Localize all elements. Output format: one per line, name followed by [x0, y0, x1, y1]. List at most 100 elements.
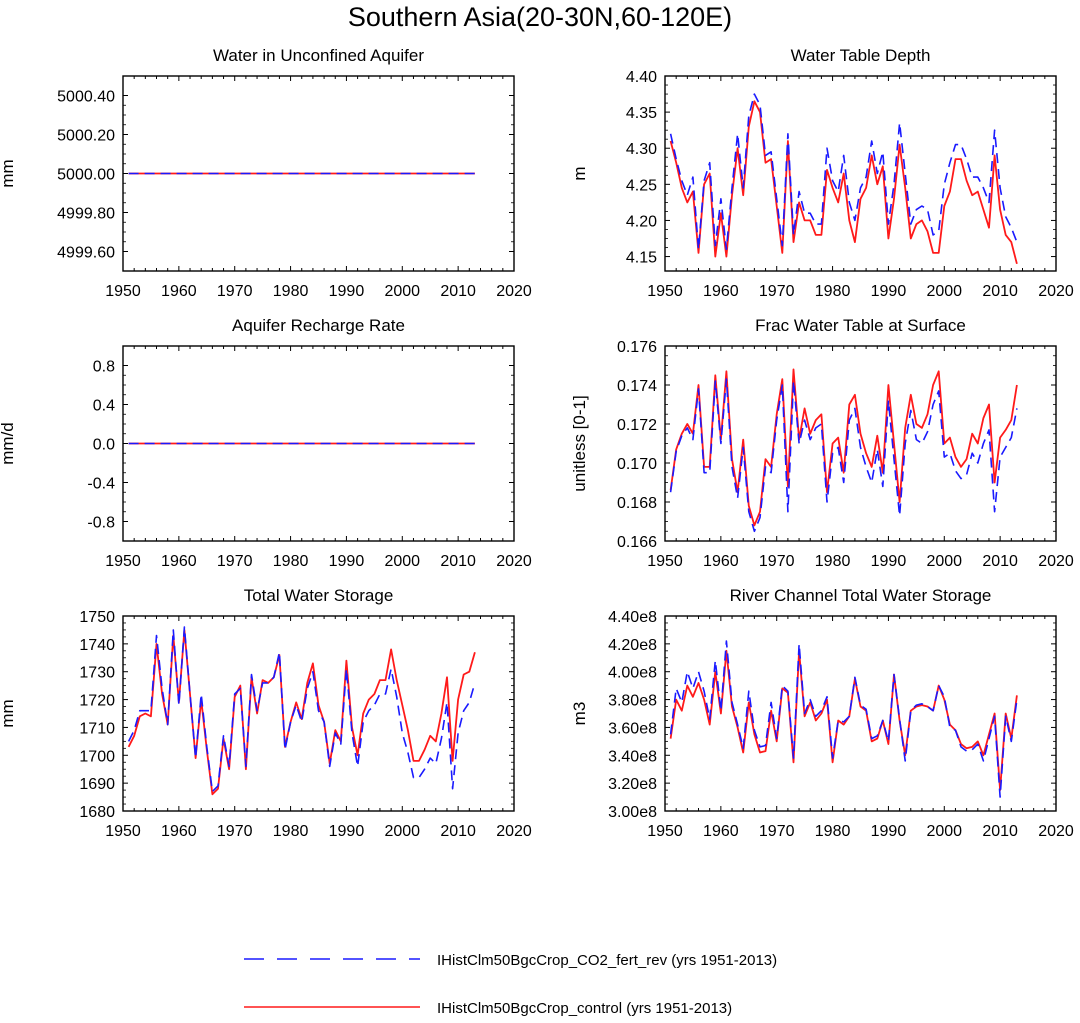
- y-tick-label: 4.20e8: [608, 637, 657, 654]
- y-tick-label: 0.170: [617, 456, 657, 473]
- y-tick-label: 3.00e8: [608, 804, 657, 821]
- x-tick-label: 1970: [759, 823, 795, 840]
- y-tick-label: 4.40e8: [608, 609, 657, 626]
- y-tick-label: 4.25: [626, 177, 657, 194]
- y-tick-label: 3.20e8: [608, 776, 657, 793]
- y-tick-label: 0.174: [617, 378, 657, 395]
- y-tick-label: 4.00e8: [608, 665, 657, 682]
- y-axis-label: mm: [0, 159, 17, 187]
- panel-title: Frac Water Table at Surface: [755, 316, 966, 335]
- y-tick-label: 1710: [79, 720, 115, 737]
- series-line-control: [669, 100, 1018, 265]
- x-tick-label: 2020: [496, 823, 532, 840]
- y-tick-label: 3.80e8: [608, 693, 657, 710]
- y-tick-label: 4.30: [626, 141, 657, 158]
- x-tick-label: 1990: [329, 823, 365, 840]
- y-axis-label: mm: [0, 699, 17, 727]
- y-tick-label: 0.0: [93, 437, 115, 454]
- y-tick-label: 5000.20: [57, 128, 115, 145]
- x-tick-label: 1960: [161, 553, 197, 570]
- y-tick-label: 1690: [79, 776, 115, 793]
- x-tick-label: 2000: [384, 283, 420, 300]
- x-tick-label: 1950: [647, 553, 683, 570]
- x-tick-label: 1960: [161, 283, 197, 300]
- y-tick-label: 4.35: [626, 105, 657, 122]
- x-tick-label: 2020: [496, 553, 532, 570]
- x-tick-label: 1980: [273, 823, 309, 840]
- y-tick-label: 3.40e8: [608, 748, 657, 765]
- series-line-control: [127, 629, 476, 796]
- series-line-co2-fert-rev: [127, 626, 476, 793]
- panel-title: Water Table Depth: [791, 46, 931, 65]
- x-tick-label: 2020: [496, 283, 532, 300]
- panel-title: River Channel Total Water Storage: [730, 586, 992, 605]
- x-tick-label: 1950: [647, 823, 683, 840]
- legend: IHistClm50BgcCrop_CO2_fert_rev (yrs 1951…: [244, 952, 777, 1017]
- x-tick-label: 1970: [217, 823, 253, 840]
- x-tick-label: 1950: [105, 823, 141, 840]
- figure-title: Southern Asia(20-30N,60-120E): [348, 2, 732, 32]
- legend-label-co2-fert-rev: IHistClm50BgcCrop_CO2_fert_rev (yrs 1951…: [437, 952, 777, 969]
- plot-frame: [664, 75, 1057, 272]
- y-tick-label: 1680: [79, 804, 115, 821]
- y-tick-label: 5000.00: [57, 167, 115, 184]
- y-tick-label: 1750: [79, 609, 115, 626]
- panel-title: Aquifer Recharge Rate: [232, 316, 405, 335]
- x-tick-label: 1960: [703, 823, 739, 840]
- series-line-control: [669, 368, 1018, 527]
- y-tick-label: 4.40: [626, 69, 657, 86]
- panel-water-table-depth: Water Table Depth m 1950 1960 1970 1980 1990 20…: [570, 46, 1074, 300]
- x-tick-label: 1990: [871, 283, 907, 300]
- x-tick-label: 2020: [1038, 553, 1074, 570]
- y-tick-label: 0.176: [617, 339, 657, 356]
- x-tick-label: 2010: [982, 283, 1018, 300]
- panel-title: Total Water Storage: [244, 586, 394, 605]
- x-tick-label: 1950: [105, 283, 141, 300]
- y-tick-label: 1740: [79, 637, 115, 654]
- y-tick-label: 4.20: [626, 213, 657, 230]
- x-tick-label: 1950: [105, 553, 141, 570]
- panel-title: Water in Unconfined Aquifer: [213, 46, 424, 65]
- x-tick-label: 2020: [1038, 823, 1074, 840]
- legend-label-control: IHistClm50BgcCrop_control (yrs 1951-2013…: [437, 1000, 732, 1017]
- plot-frame: [664, 615, 1057, 812]
- x-tick-label: 2010: [440, 553, 476, 570]
- x-tick-label: 2010: [982, 553, 1018, 570]
- y-tick-label: 1700: [79, 748, 115, 765]
- x-tick-label: 1960: [161, 823, 197, 840]
- x-tick-label: 1970: [759, 553, 795, 570]
- panel-aquifer-recharge: Aquifer Recharge Rate mm/d 1950 1960 1970 198…: [0, 316, 532, 570]
- x-tick-label: 2000: [926, 553, 962, 570]
- x-tick-label: 1990: [871, 823, 907, 840]
- y-tick-label: 0.4: [93, 398, 115, 415]
- series-line-co2-fert-rev: [669, 93, 1018, 251]
- x-tick-label: 1960: [703, 283, 739, 300]
- y-tick-label: 1730: [79, 665, 115, 682]
- x-tick-label: 1980: [815, 553, 851, 570]
- x-tick-label: 1990: [329, 553, 365, 570]
- x-tick-label: 1950: [647, 283, 683, 300]
- panel-water-unconfined: Water in Unconfined Aquifer mm 1950 1960 197…: [0, 46, 532, 300]
- panel-total-water-storage: Total Water Storage mm 1950 1960 1970 1980 199…: [0, 586, 532, 840]
- x-tick-label: 2000: [926, 823, 962, 840]
- x-tick-label: 2000: [384, 823, 420, 840]
- x-tick-label: 2000: [926, 283, 962, 300]
- panel-frac-water-table: Frac Water Table at Surface unitless [0-1…: [570, 316, 1074, 570]
- x-tick-label: 2000: [384, 553, 420, 570]
- x-tick-label: 1970: [759, 283, 795, 300]
- x-tick-label: 1990: [329, 283, 365, 300]
- y-tick-label: 5000.40: [57, 89, 115, 106]
- y-tick-label: -0.8: [87, 515, 115, 532]
- series-line-co2-fert-rev: [669, 378, 1018, 533]
- y-tick-label: 3.60e8: [608, 720, 657, 737]
- plot-frame: [122, 615, 515, 812]
- x-tick-label: 1970: [217, 553, 253, 570]
- y-axis-label: mm/d: [0, 422, 17, 465]
- x-tick-label: 2020: [1038, 283, 1074, 300]
- y-tick-label: 4999.60: [57, 245, 115, 262]
- y-tick-label: 4999.80: [57, 206, 115, 223]
- y-tick-label: 0.172: [617, 417, 657, 434]
- y-tick-label: 1720: [79, 693, 115, 710]
- series-line-co2-fert-rev: [669, 640, 1018, 798]
